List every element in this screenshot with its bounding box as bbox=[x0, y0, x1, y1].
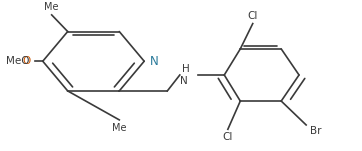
Text: N: N bbox=[150, 55, 158, 68]
Text: N: N bbox=[180, 76, 188, 86]
Text: Me: Me bbox=[45, 2, 59, 12]
Text: Cl: Cl bbox=[248, 11, 258, 21]
Text: Me: Me bbox=[112, 123, 127, 133]
Text: Cl: Cl bbox=[223, 132, 233, 142]
Text: H: H bbox=[182, 64, 189, 74]
Text: Br: Br bbox=[310, 126, 321, 136]
Text: MeO: MeO bbox=[6, 56, 29, 66]
Text: O: O bbox=[23, 56, 31, 66]
